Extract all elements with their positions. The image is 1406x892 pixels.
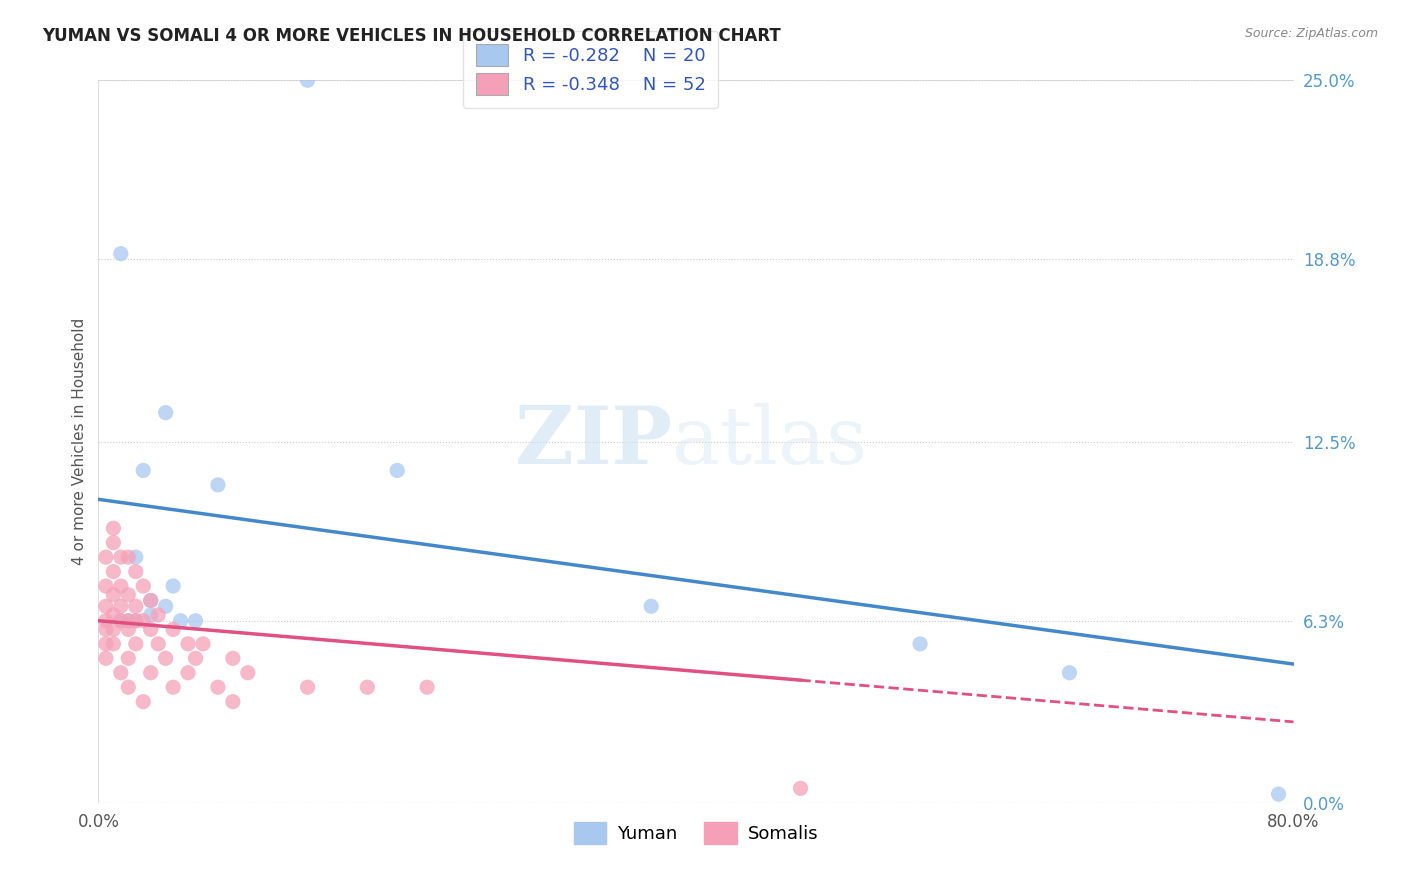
Point [908,637,931,651]
Point [103,535,125,549]
Point [103,607,125,622]
Text: YUMAN VS SOMALI 4 OR MORE VEHICLES IN HOUSEHOLD CORRELATION CHART: YUMAN VS SOMALI 4 OR MORE VEHICLES IN HO… [42,27,780,45]
Point [236,665,259,680]
Point [297,73,319,87]
Point [117,588,139,602]
Point [162,623,184,637]
Point [207,478,229,492]
Point [132,463,155,477]
Point [139,607,162,622]
Point [117,623,139,637]
Point [222,651,245,665]
Point [177,637,200,651]
Point [110,579,132,593]
Point [125,637,148,651]
Point [110,246,132,260]
Point [125,614,148,628]
Point [94,579,117,593]
Point [103,521,125,535]
Point [155,599,177,614]
Point [117,614,139,628]
Point [169,614,191,628]
Point [139,665,162,680]
Point [162,579,184,593]
Point [155,651,177,665]
Point [125,550,148,565]
Point [103,623,125,637]
Point [184,614,207,628]
Point [385,463,409,477]
Point [356,680,378,694]
Text: ZIP: ZIP [515,402,672,481]
Point [110,599,132,614]
Point [94,637,117,651]
Point [132,579,155,593]
Point [1267,787,1289,801]
Point [191,637,214,651]
Point [94,651,117,665]
Point [117,614,139,628]
Point [184,651,207,665]
Point [1059,665,1081,680]
Point [117,680,139,694]
Point [117,550,139,565]
Point [416,680,439,694]
Text: Source: ZipAtlas.com: Source: ZipAtlas.com [1244,27,1378,40]
Point [110,614,132,628]
Point [110,665,132,680]
Point [177,665,200,680]
Point [139,593,162,607]
Legend: Yuman, Somalis: Yuman, Somalis [567,815,825,852]
Point [94,599,117,614]
Point [148,607,170,622]
Point [148,637,170,651]
Point [103,588,125,602]
Point [132,614,155,628]
Point [139,593,162,607]
Point [222,695,245,709]
Point [117,651,139,665]
Point [155,406,177,420]
Point [103,565,125,579]
Point [110,550,132,565]
Point [139,623,162,637]
Point [640,599,662,614]
Point [207,680,229,694]
Point [94,614,117,628]
Point [94,550,117,565]
Point [125,565,148,579]
Point [110,614,132,628]
Point [125,599,148,614]
Y-axis label: 4 or more Vehicles in Household: 4 or more Vehicles in Household [72,318,87,566]
Point [103,637,125,651]
Point [94,623,117,637]
Point [125,614,148,628]
Point [162,680,184,694]
Point [789,781,811,796]
Point [297,680,319,694]
Text: atlas: atlas [672,402,868,481]
Point [132,695,155,709]
